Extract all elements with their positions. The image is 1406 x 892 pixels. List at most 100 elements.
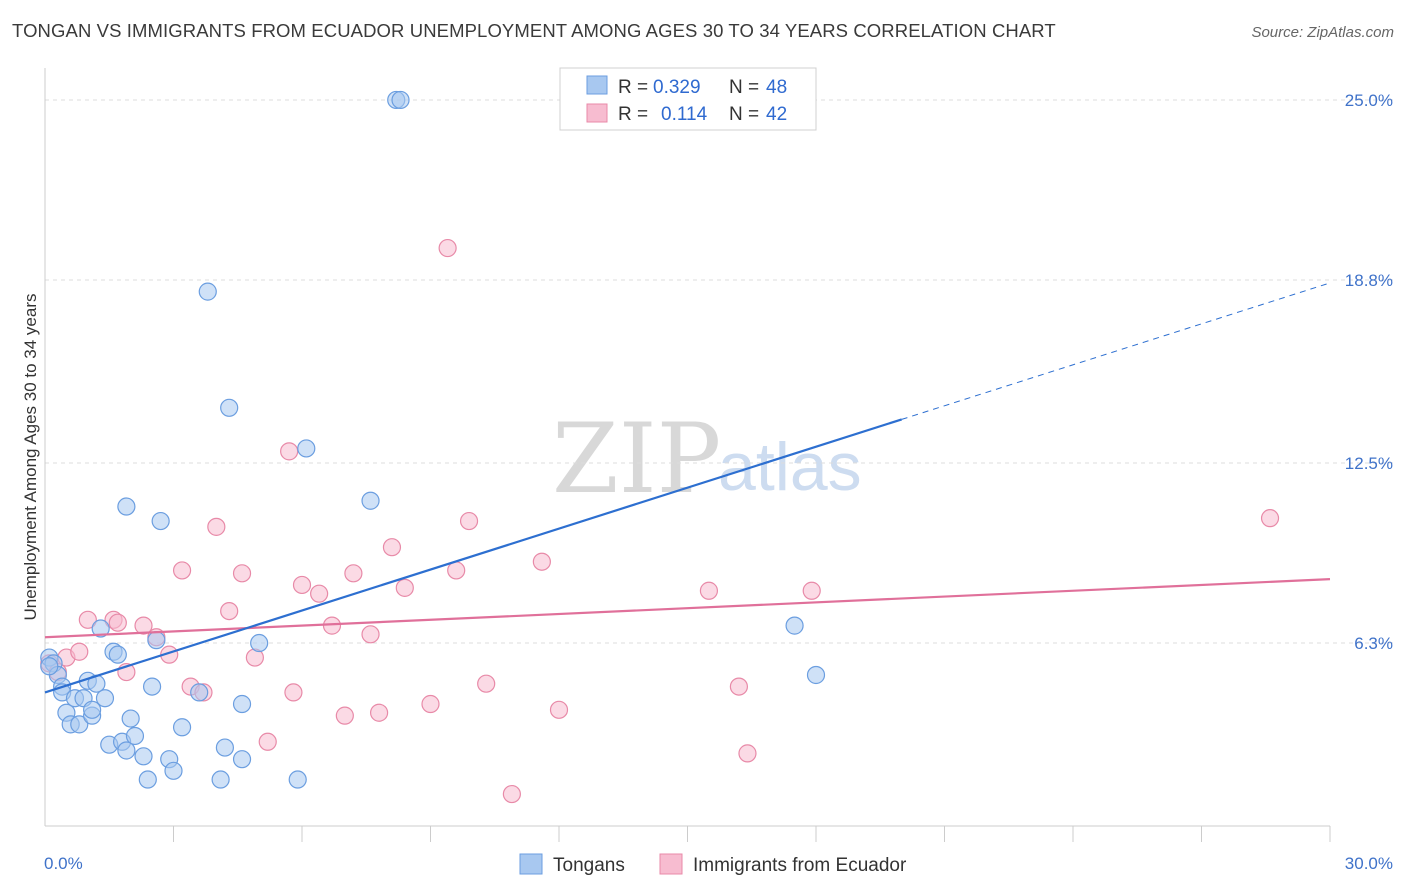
ecuador-point: [108, 613, 127, 632]
y-tick-label: 12.5%: [1345, 454, 1393, 473]
tongans-point: [108, 645, 127, 664]
y-axis-title: Unemployment Among Ages 30 to 34 years: [21, 294, 40, 621]
tongans-point: [785, 616, 804, 635]
ecuador-point: [344, 564, 363, 583]
tongans-point: [391, 90, 410, 110]
tongans-point: [250, 633, 269, 653]
legend-swatch-tongans: [586, 75, 608, 95]
chart-title: TONGAN VS IMMIGRANTS FROM ECUADOR UNEMPL…: [12, 20, 1056, 41]
legend-r-label-tongans: R =: [618, 77, 648, 98]
tongans-point: [117, 497, 136, 516]
x-tick-labels: 0.0% 30.0%: [44, 854, 1393, 873]
tongans-trend-line: [44, 418, 903, 694]
ecuador-point: [549, 700, 569, 719]
tongans-point: [125, 726, 145, 746]
y-tick-label: 18.8%: [1345, 271, 1393, 290]
series-ecuador-points: [40, 238, 1280, 804]
ecuador-point: [502, 784, 521, 804]
ecuador-point: [532, 552, 551, 571]
tongans-point: [95, 689, 115, 708]
x-tick-label-max: 30.0%: [1345, 854, 1393, 873]
watermark-atlas: atlas: [718, 429, 862, 505]
legend-n-label-tongans: N =: [729, 77, 759, 98]
tongans-point: [138, 770, 157, 789]
trend-lines: [44, 282, 1331, 694]
tongans-point: [40, 657, 59, 676]
ecuador-point: [280, 442, 299, 461]
series-tongans-points: [40, 90, 826, 789]
source-label: Source: ZipAtlas.com: [1251, 24, 1394, 41]
tongans-point: [215, 738, 234, 757]
bottom-legend-label-tongans: Tongans: [553, 855, 625, 876]
series-legend: Tongans Immigrants from Ecuador: [519, 853, 907, 876]
legend-n-value-tongans: 48: [766, 77, 787, 98]
tongans-point: [134, 747, 153, 766]
ecuador-point: [395, 578, 414, 597]
ecuador-point: [70, 642, 89, 661]
ecuador-point: [477, 674, 496, 693]
tongans-point: [232, 694, 252, 714]
legend-r-label-ecuador: R =: [618, 104, 648, 125]
ecuador-trend-line: [44, 578, 1331, 639]
axes: [44, 68, 1331, 842]
ecuador-point: [292, 575, 312, 595]
tongans-point: [190, 683, 209, 702]
tongans-point: [220, 398, 239, 417]
ecuador-point: [421, 694, 440, 714]
tongans-point: [151, 511, 170, 531]
grid-lines: [45, 99, 1393, 644]
tongans-point: [121, 709, 140, 728]
ecuador-point: [220, 601, 239, 621]
ecuador-point: [382, 538, 402, 557]
tongans-trend-extension: [901, 282, 1331, 420]
ecuador-point: [729, 677, 749, 696]
tongans-point: [164, 761, 183, 780]
tongans-point: [147, 631, 166, 650]
tongans-point: [91, 619, 110, 638]
bottom-legend-swatch-ecuador: [659, 853, 683, 875]
tongans-point: [361, 491, 380, 510]
x-tick-label-min: 0.0%: [44, 854, 83, 873]
tongans-point: [70, 715, 89, 734]
ecuador-point: [310, 584, 329, 603]
bottom-legend-swatch-tongans: [519, 853, 543, 875]
ecuador-point: [438, 238, 457, 258]
tongans-point: [198, 282, 217, 301]
legend-r-value-tongans: 0.329: [653, 77, 701, 98]
legend-n-value-ecuador: 42: [766, 104, 787, 125]
correlation-legend: R = 0.329 N = 48 R = 0.114 N = 42: [559, 67, 817, 131]
ecuador-point: [459, 511, 479, 531]
ecuador-point: [361, 625, 380, 644]
tongans-point: [288, 770, 307, 789]
tongans-point: [142, 677, 162, 696]
ecuador-point: [370, 703, 389, 722]
ecuador-point: [699, 581, 719, 600]
y-tick-label: 6.3%: [1354, 634, 1393, 653]
legend-r-value-ecuador: 0.114: [661, 104, 708, 125]
tongans-point: [117, 741, 136, 760]
ecuador-point: [738, 744, 757, 763]
y-tick-labels: 6.3% 12.5% 18.8% 25.0%: [1345, 91, 1393, 653]
tongans-point: [211, 770, 230, 789]
tongans-point: [806, 665, 826, 685]
ecuador-point: [232, 564, 252, 583]
ecuador-point: [78, 610, 97, 629]
ecuador-point: [207, 517, 226, 536]
ecuador-point: [284, 683, 303, 702]
y-tick-label: 25.0%: [1345, 91, 1393, 110]
tongans-point: [232, 750, 252, 769]
ecuador-point: [172, 561, 192, 580]
ecuador-point: [258, 732, 277, 751]
tongans-point: [297, 439, 316, 458]
tongans-point: [83, 700, 102, 719]
ecuador-point: [1260, 509, 1280, 528]
bottom-legend-label-ecuador: Immigrants from Ecuador: [693, 855, 907, 876]
ecuador-point: [802, 581, 821, 600]
tongans-point: [172, 718, 192, 737]
watermark-zip: ZIP: [552, 403, 721, 515]
legend-swatch-ecuador: [586, 103, 608, 123]
ecuador-point: [335, 706, 354, 725]
legend-n-label-ecuador: N =: [729, 104, 759, 125]
ecuador-point: [134, 616, 153, 635]
